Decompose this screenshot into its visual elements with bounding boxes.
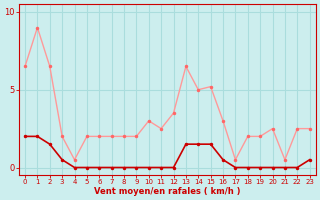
X-axis label: Vent moyen/en rafales ( km/h ): Vent moyen/en rafales ( km/h ) — [94, 187, 241, 196]
